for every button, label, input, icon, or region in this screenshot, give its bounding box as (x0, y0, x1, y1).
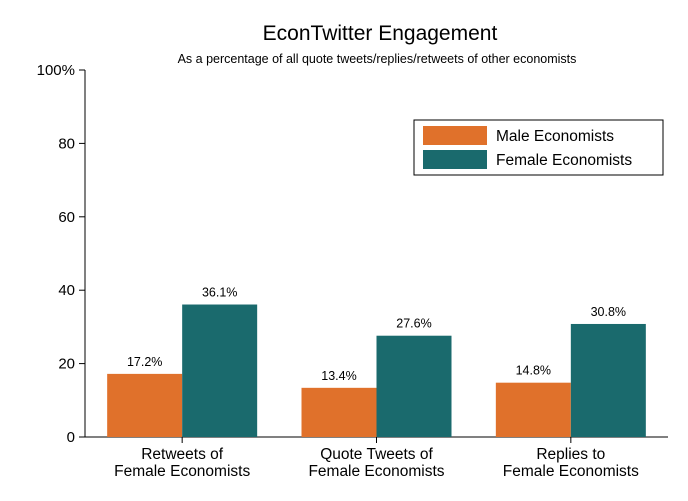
chart-subtitle: As a percentage of all quote tweets/repl… (178, 52, 577, 66)
bar-female (570, 323, 646, 437)
legend-swatch-female (423, 150, 487, 169)
bar-female (182, 304, 258, 437)
x-tick-label: Female Economists (114, 463, 250, 480)
y-tick-label: 40 (58, 282, 75, 299)
bar-male (301, 387, 377, 437)
x-tick-label: Female Economists (308, 463, 444, 480)
y-tick-label: 100% (37, 62, 75, 79)
bar-female (376, 335, 452, 437)
legend-swatch-male (423, 126, 487, 145)
y-tick-label: 60 (58, 209, 75, 226)
legend: Male Economists Female Economists (413, 119, 664, 176)
x-axis (85, 436, 668, 443)
x-tick-label: Female Economists (503, 463, 639, 480)
legend-label-male: Male Economists (496, 128, 614, 145)
y-axis: 0 20 40 60 80 100% (37, 62, 86, 446)
x-tick-label: Quote Tweets of (320, 446, 433, 463)
data-label: 36.1% (202, 286, 237, 300)
data-label: 14.8% (516, 364, 551, 378)
x-tick-label: Retweets of (141, 446, 224, 463)
data-label: 17.2% (127, 355, 162, 369)
legend-label-female: Female Economists (496, 152, 632, 169)
x-tick-label: Replies to (536, 446, 605, 463)
bar-male (495, 382, 571, 437)
data-label: 13.4% (321, 369, 356, 383)
y-tick-label: 20 (58, 356, 75, 373)
data-labels: 17.2% 36.1% 13.4% 27.6% 14.8% 30.8% (127, 286, 626, 383)
bars (107, 304, 646, 437)
data-label: 27.6% (396, 317, 431, 331)
y-tick-label: 0 (67, 429, 75, 446)
bar-male (107, 373, 183, 437)
chart-title: EconTwitter Engagement (263, 22, 498, 45)
data-label: 30.8% (591, 305, 626, 319)
y-tick-label: 80 (58, 135, 75, 152)
